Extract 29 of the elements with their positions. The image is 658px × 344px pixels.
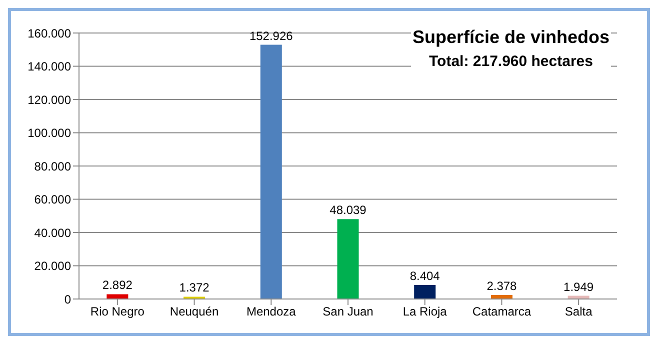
y-tick-label: 120.000 <box>28 92 72 107</box>
bar <box>337 219 359 299</box>
data-label: 1.372 <box>179 280 210 295</box>
y-tick-label: 80.000 <box>34 159 72 174</box>
data-label: 8.404 <box>410 269 440 284</box>
text: Total: 217.960 hectares <box>411 53 611 70</box>
data-label: 1.949 <box>564 280 594 294</box>
data-label: 152.926 <box>249 28 294 43</box>
bar <box>106 294 128 299</box>
y-tick-label: 0 <box>64 292 72 306</box>
y-tick-label: 40.000 <box>34 226 72 240</box>
bar <box>414 285 436 299</box>
data-label: 48.039 <box>330 203 367 218</box>
data-label: 2.892 <box>102 278 133 292</box>
y-tick-label: 20.000 <box>34 259 72 274</box>
x-tick-label: La Rioja <box>402 304 448 319</box>
x-tick-label: San Juan <box>322 304 374 319</box>
y-tick-label: 160.000 <box>28 26 72 40</box>
x-tick-label: Mendoza <box>246 304 296 319</box>
y-tick-label: 100.000 <box>28 126 72 140</box>
y-tick-label: 60.000 <box>34 192 72 207</box>
x-tick-label: Rio Negro <box>90 304 145 319</box>
x-tick-label: Catamarca <box>472 304 532 319</box>
x-tick-label: Neuquén <box>170 304 219 319</box>
x-tick-label: Salta <box>564 304 593 319</box>
bar <box>260 44 282 299</box>
chart-title: Superfície de vinhedos <box>411 27 611 48</box>
data-label: 2.378 <box>486 279 518 294</box>
y-tick-label: 140.000 <box>28 60 72 74</box>
